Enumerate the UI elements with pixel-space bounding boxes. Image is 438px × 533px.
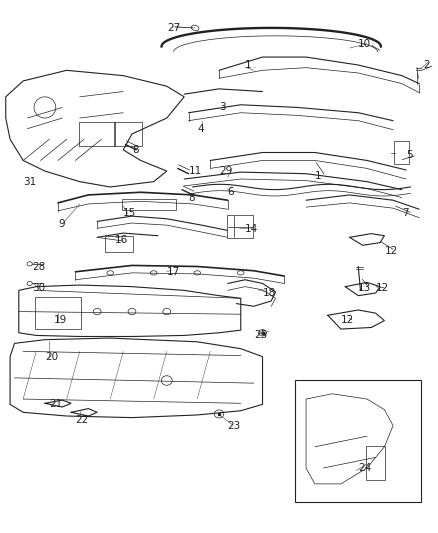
Text: 22: 22 (75, 415, 88, 425)
Text: 13: 13 (358, 282, 371, 293)
Text: 8: 8 (132, 145, 138, 155)
Text: 12: 12 (341, 314, 354, 325)
Text: 11: 11 (188, 166, 202, 176)
Text: 25: 25 (254, 330, 267, 341)
Text: 14: 14 (245, 224, 258, 235)
Text: 30: 30 (32, 282, 45, 293)
Text: 1: 1 (245, 60, 252, 70)
Text: 9: 9 (58, 219, 64, 229)
Text: 16: 16 (115, 235, 128, 245)
Text: 12: 12 (385, 246, 398, 256)
Text: 23: 23 (228, 421, 241, 431)
Text: 24: 24 (358, 463, 371, 473)
Text: 4: 4 (197, 124, 204, 134)
Text: 21: 21 (49, 399, 63, 409)
Text: 6: 6 (228, 187, 234, 197)
Text: 2: 2 (424, 60, 430, 70)
Text: 20: 20 (45, 352, 58, 361)
Text: 31: 31 (23, 176, 36, 187)
Text: 5: 5 (406, 150, 413, 160)
Text: 19: 19 (53, 314, 67, 325)
Text: 29: 29 (219, 166, 232, 176)
Text: 12: 12 (376, 282, 389, 293)
Text: 7: 7 (402, 208, 408, 219)
Text: 8: 8 (188, 192, 195, 203)
Text: 15: 15 (123, 208, 137, 219)
Text: 27: 27 (167, 23, 180, 33)
Text: 1: 1 (315, 172, 321, 181)
Text: 17: 17 (167, 267, 180, 277)
Text: 3: 3 (219, 102, 226, 112)
Text: 18: 18 (262, 288, 276, 298)
Text: 10: 10 (358, 39, 371, 49)
Text: 28: 28 (32, 262, 45, 271)
